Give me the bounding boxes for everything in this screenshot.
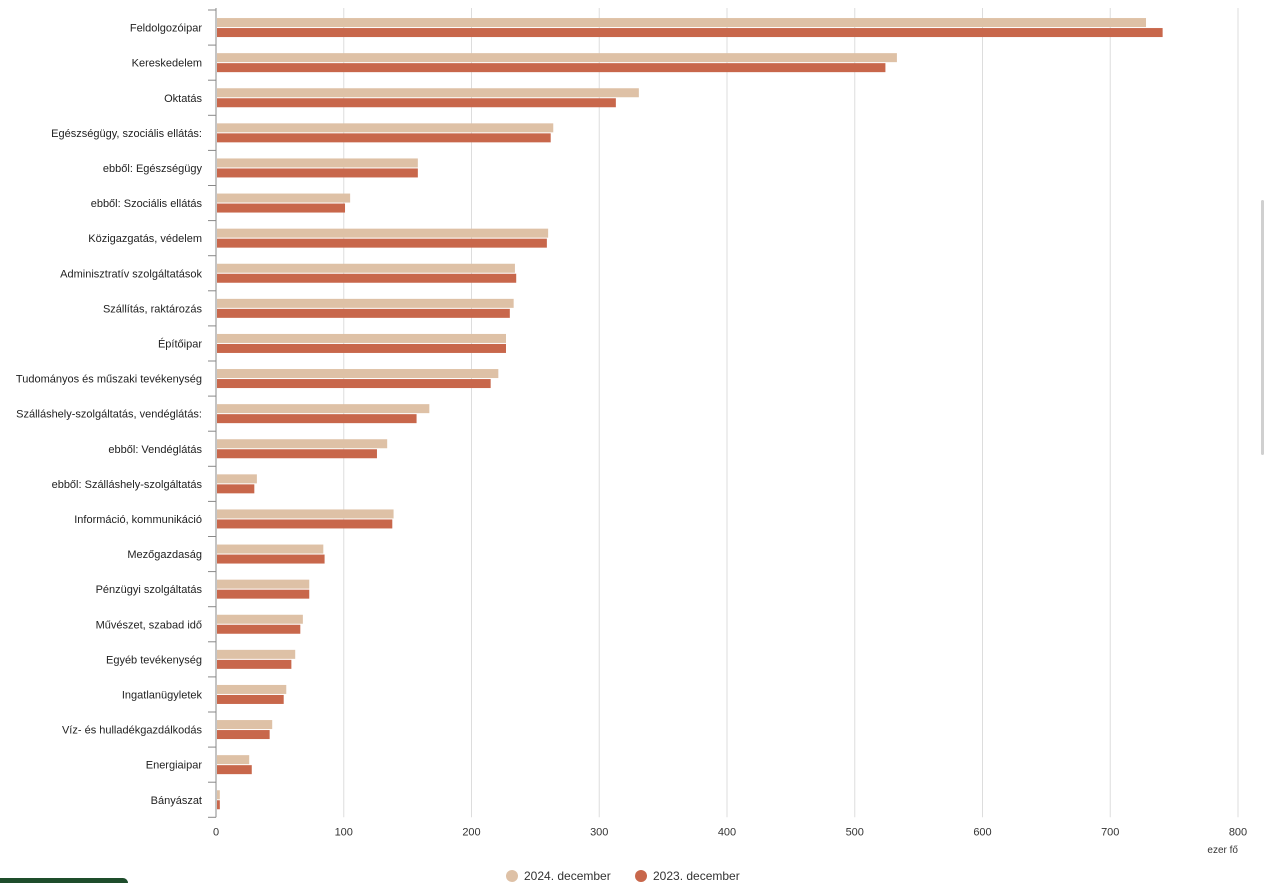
bar-2023[interactable]	[217, 694, 284, 704]
bar-2023[interactable]	[217, 343, 506, 353]
bar-2024[interactable]	[217, 649, 296, 659]
x-tick-label: 600	[973, 826, 991, 838]
bar-2024[interactable]	[217, 720, 273, 730]
legend-swatch	[506, 870, 518, 882]
bar-2023[interactable]	[217, 659, 292, 669]
bar-2023[interactable]	[217, 308, 510, 318]
category-label: Kereskedelem	[132, 58, 202, 70]
bar-2023[interactable]	[217, 730, 270, 740]
gridlines	[343, 8, 1239, 818]
category-label: Ingatlanügyletek	[122, 689, 203, 701]
bar-2023[interactable]	[217, 449, 377, 459]
scrollbar[interactable]	[1261, 200, 1264, 455]
bar-2024[interactable]	[217, 53, 897, 63]
bar-2023[interactable]	[217, 238, 547, 248]
bar-2024[interactable]	[217, 684, 287, 694]
category-label: ebből: Szociális ellátás	[91, 198, 203, 210]
category-label: Víz- és hulladékgazdálkodás	[62, 725, 203, 737]
bar-2023[interactable]	[217, 28, 1163, 38]
bar-2024[interactable]	[217, 439, 388, 449]
category-label: Adminisztratív szolgáltatások	[60, 268, 202, 280]
x-tick-label: 300	[590, 826, 608, 838]
x-tick-label: 800	[1229, 826, 1247, 838]
x-tick-label: 200	[462, 826, 480, 838]
bar-2024[interactable]	[217, 474, 257, 484]
bar-2023[interactable]	[217, 168, 418, 178]
bar-2023[interactable]	[217, 484, 255, 494]
bar-2023[interactable]	[217, 589, 310, 599]
legend-swatch	[635, 870, 647, 882]
x-tick-label: 700	[1101, 826, 1119, 838]
category-label: Tudományos és műszaki tevékenység	[16, 374, 202, 386]
bar-2024[interactable]	[217, 193, 351, 203]
category-label: ebből: Szálláshely-szolgáltatás	[52, 479, 203, 491]
category-label: Szálláshely-szolgáltatás, vendéglátás:	[16, 409, 202, 421]
bar-2024[interactable]	[217, 404, 430, 414]
bar-2023[interactable]	[217, 624, 301, 634]
legend-label: 2023. december	[653, 869, 740, 883]
bar-2024[interactable]	[217, 158, 418, 168]
bar-2023[interactable]	[217, 98, 616, 108]
bar-2023[interactable]	[217, 800, 220, 810]
bar-2023[interactable]	[217, 519, 393, 529]
category-label: Bányászat	[151, 795, 202, 807]
bottom-toolbar-tab[interactable]	[0, 878, 128, 883]
category-label: Információ, kommunikáció	[74, 514, 202, 526]
category-label: Egészségügy, szociális ellátás:	[51, 128, 202, 140]
category-label: ebből: Egészségügy	[103, 163, 203, 175]
category-label: ebből: Vendéglátás	[108, 444, 202, 456]
category-label: Művészet, szabad idő	[96, 619, 202, 631]
category-label: Feldolgozóipar	[130, 23, 202, 35]
legend-item[interactable]: 2024. december	[506, 869, 611, 883]
category-label: Pénzügyi szolgáltatás	[96, 584, 203, 596]
legend-item[interactable]: 2023. december	[635, 869, 740, 883]
bars	[217, 18, 1163, 810]
category-label: Oktatás	[164, 93, 202, 105]
category-label: Szállítás, raktározás	[103, 303, 203, 315]
bar-2024[interactable]	[217, 790, 220, 800]
bar-2024[interactable]	[217, 544, 324, 554]
x-tick-label: 500	[846, 826, 864, 838]
category-label: Energiaipar	[146, 760, 203, 772]
bar-2023[interactable]	[217, 273, 517, 283]
x-axis: 0 100 200 300 400 500 600 700 800	[213, 826, 1247, 838]
category-label: Közigazgatás, védelem	[88, 233, 202, 245]
category-label: Építőipar	[158, 337, 202, 350]
bar-2023[interactable]	[217, 63, 886, 73]
bar-2024[interactable]	[217, 369, 499, 379]
bar-2024[interactable]	[217, 123, 554, 133]
bar-2024[interactable]	[217, 263, 515, 273]
bar-2024[interactable]	[217, 333, 506, 343]
bar-2023[interactable]	[217, 414, 417, 424]
legend[interactable]: 2024. december 2023. december	[506, 869, 740, 883]
bar-2023[interactable]	[217, 554, 325, 564]
bar-2024[interactable]	[217, 614, 303, 624]
bar-2024[interactable]	[217, 509, 394, 519]
x-axis-unit-label: ezer fő	[1207, 845, 1238, 856]
x-tick-label: 400	[718, 826, 736, 838]
bar-2023[interactable]	[217, 765, 252, 775]
y-axis: Feldolgozóipar Kereskedelem Oktatás Egészsé…	[16, 8, 217, 818]
category-label: Egyéb tevékenység	[106, 654, 202, 666]
bar-2024[interactable]	[217, 228, 549, 238]
bar-2024[interactable]	[217, 579, 310, 589]
bar-2023[interactable]	[217, 379, 491, 389]
bar-2024[interactable]	[217, 88, 639, 98]
bar-2023[interactable]	[217, 203, 346, 213]
x-tick-label: 100	[335, 826, 353, 838]
bar-2024[interactable]	[217, 18, 1147, 28]
bar-2024[interactable]	[217, 755, 250, 765]
legend-label: 2024. december	[524, 869, 611, 883]
x-tick-label: 0	[213, 826, 219, 838]
bar-2024[interactable]	[217, 298, 514, 308]
bar-2023[interactable]	[217, 133, 551, 143]
category-label: Mezőgazdaság	[127, 549, 202, 561]
